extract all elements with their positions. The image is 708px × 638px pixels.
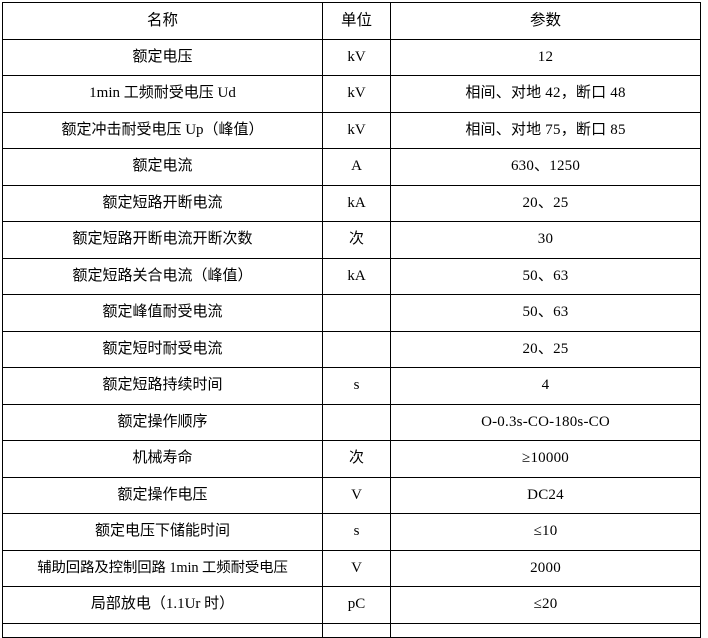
table-header-row: 名称 单位 参数 <box>2 2 701 40</box>
cell-parameter-name: 额定冲击耐受电压 Up（峰值） <box>2 111 323 149</box>
table-row: 额定峰值耐受电流 50、63 <box>2 294 701 332</box>
cell-parameter-unit: kA <box>322 257 391 295</box>
table-row: 额定冲击耐受电压 Up（峰值） kV 相间、对地 75，断口 85 <box>2 111 701 149</box>
table-row <box>2 622 701 638</box>
cell-parameter-name: 机械寿命 <box>2 440 323 478</box>
cell-parameter-name: 额定短路开断电流 <box>2 184 323 222</box>
cell-parameter-unit: kV <box>322 38 391 76</box>
cell-parameter-unit: 次 <box>322 440 391 478</box>
cell-parameter-name: 局部放电（1.1Ur 时） <box>2 586 323 624</box>
cell-parameter-value: DC24 <box>390 476 701 514</box>
cell-parameter-value: 30 <box>390 221 701 259</box>
table-row: 额定短路开断电流开断次数次 30 <box>2 221 701 259</box>
cell-parameter-name: 额定操作顺序 <box>2 403 323 441</box>
cell-parameter-value: 12 <box>390 38 701 76</box>
table-row: 辅助回路及控制回路 1min 工频耐受电压 V 2000 <box>2 549 701 587</box>
table-row: 额定短路关合电流（峰值） kA 50、63 <box>2 257 701 295</box>
table-row: 额定电压 kV 12 <box>2 38 701 76</box>
cell-parameter-name: 额定短时耐受电流 <box>2 330 323 368</box>
cell-parameter-value: ≤10 <box>390 513 701 551</box>
column-header-unit: 单位 <box>322 2 391 40</box>
cell-parameter-value: ≤20 <box>390 586 701 624</box>
cell-parameter-unit <box>322 622 391 638</box>
cell-parameter-value: 4 <box>390 367 701 405</box>
table-row: 额定电压下储能时间 s ≤10 <box>2 513 701 551</box>
cell-parameter-name: 额定峰值耐受电流 <box>2 294 323 332</box>
cell-parameter-unit: kV <box>322 111 391 149</box>
cell-parameter-name: 额定电压下储能时间 <box>2 513 323 551</box>
cell-parameter-name: 额定短路持续时间 <box>2 367 323 405</box>
table-row: 局部放电（1.1Ur 时） pC ≤20 <box>2 586 701 624</box>
cell-parameter-value: ≥10000 <box>390 440 701 478</box>
cell-parameter-unit: V <box>322 476 391 514</box>
cell-parameter-name: 1min 工频耐受电压 Ud <box>2 75 323 113</box>
cell-parameter-unit <box>322 294 391 332</box>
cell-parameter-value: O-0.3s-CO-180s-CO <box>390 403 701 441</box>
cell-parameter-unit: s <box>322 513 391 551</box>
cell-parameter-value: 630、1250 <box>390 148 701 186</box>
cell-parameter-value: 相间、对地 75，断口 85 <box>390 111 701 149</box>
cell-parameter-unit: V <box>322 549 391 587</box>
cell-parameter-value: 20、25 <box>390 184 701 222</box>
cell-parameter-name: 额定短路开断电流开断次数 <box>2 221 323 259</box>
cell-parameter-value: 2000 <box>390 549 701 587</box>
table-body: 额定电压 kV 12 1min 工频耐受电压 Ud kV 相间、对地 42，断口 48 额定… <box>2 38 701 638</box>
table-row: 额定短路开断电流 kA 20、25 <box>2 184 701 222</box>
table-row: 额定操作电压 V DC24 <box>2 476 701 514</box>
cell-parameter-unit <box>322 330 391 368</box>
table-row: 额定短路持续时间 s 4 <box>2 367 701 405</box>
table-row: 额定短时耐受电流 20、25 <box>2 330 701 368</box>
table-header: 名称 单位 参数 <box>2 2 701 40</box>
cell-parameter-name: 额定电压 <box>2 38 323 76</box>
cell-parameter-unit: kV <box>322 75 391 113</box>
table-row: 额定操作顺序 O-0.3s-CO-180s-CO <box>2 403 701 441</box>
table-row: 1min 工频耐受电压 Ud kV 相间、对地 42，断口 48 <box>2 75 701 113</box>
cell-parameter-unit: s <box>322 367 391 405</box>
cell-parameter-name: 额定电流 <box>2 148 323 186</box>
cell-parameter-name: 辅助回路及控制回路 1min 工频耐受电压 <box>2 549 323 587</box>
cell-parameter-value: 相间、对地 42，断口 48 <box>390 75 701 113</box>
table-row: 额定电流 A 630、1250 <box>2 148 701 186</box>
cell-parameter-value: 20、25 <box>390 330 701 368</box>
cell-parameter-unit: A <box>322 148 391 186</box>
cell-parameter-name: 额定操作电压 <box>2 476 323 514</box>
cell-parameter-unit: kA <box>322 184 391 222</box>
column-header-param: 参数 <box>390 2 701 40</box>
cell-parameter-name <box>2 622 323 638</box>
cell-parameter-value <box>390 622 701 638</box>
cell-parameter-unit <box>322 403 391 441</box>
table-row: 机械寿命次 ≥10000 <box>2 440 701 478</box>
cell-parameter-unit: 次 <box>322 221 391 259</box>
cell-parameter-unit: pC <box>322 586 391 624</box>
cell-parameter-name: 额定短路关合电流（峰值） <box>2 257 323 295</box>
cell-parameter-value: 50、63 <box>390 294 701 332</box>
column-header-name: 名称 <box>2 2 323 40</box>
cell-parameter-value: 50、63 <box>390 257 701 295</box>
